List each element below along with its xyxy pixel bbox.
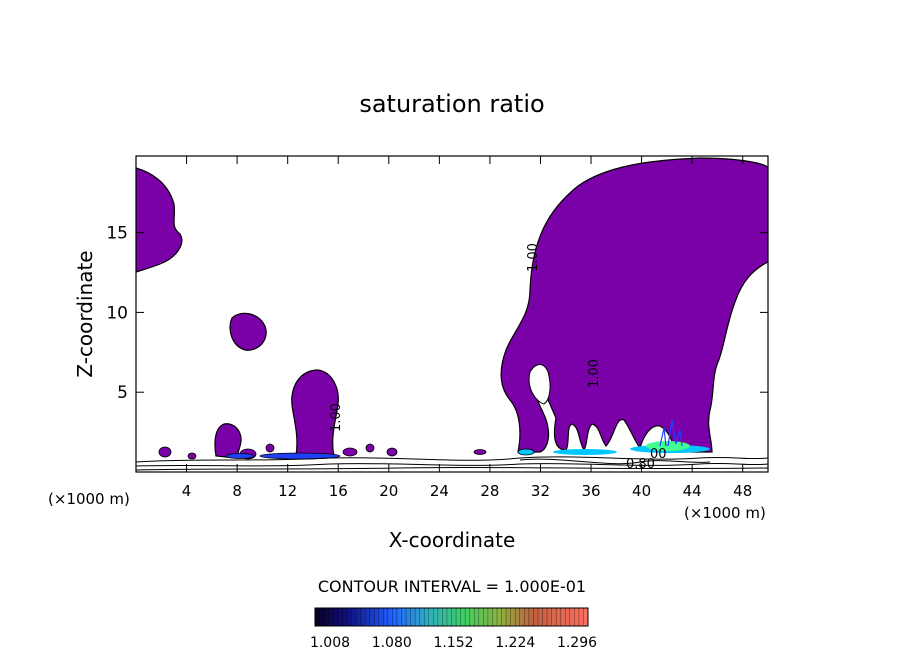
- colorbar-stripes: [319, 608, 584, 626]
- x-tick-label: 24: [430, 482, 449, 500]
- plot-area: 1.00 1.00 1.00 0.80 00: [136, 157, 768, 472]
- chart-title: saturation ratio: [359, 90, 544, 118]
- contour-label-3: 1.00: [329, 403, 344, 432]
- y-axis-label: Z-coordinate: [73, 250, 97, 377]
- x-tick-label: 48: [733, 482, 752, 500]
- contour-interval: CONTOUR INTERVAL = 1.000E-01: [318, 577, 586, 596]
- x-tick-label: 4: [182, 482, 192, 500]
- region-small-column-7km: [214, 423, 242, 459]
- colorbar-tick-label: 1.080: [372, 635, 412, 651]
- x-tick-label: 20: [379, 482, 398, 500]
- y-tick-label: 15: [106, 224, 128, 244]
- colorbar-tick-label: 1.152: [433, 635, 473, 651]
- x-tick-label: 44: [683, 482, 702, 500]
- contour-label-1: 1.00: [526, 243, 541, 272]
- x-axis-label: X-coordinate: [389, 528, 516, 552]
- cyan-band-right: [553, 449, 617, 455]
- x-unit-left: (×1000 m): [48, 490, 130, 508]
- y-tick-label: 5: [117, 383, 128, 403]
- x-tick-label: 28: [480, 482, 499, 500]
- region-blob-8km: [229, 312, 267, 351]
- colorbar-tick-label: 1.296: [557, 635, 597, 651]
- colorbar-ticks: 1.008 1.080 1.152 1.224 1.296: [310, 635, 597, 651]
- plume-hole: [528, 364, 551, 405]
- region-column-14km: [291, 369, 339, 457]
- x-tick-label: 36: [581, 482, 600, 500]
- contour-label-2: 1.00: [587, 359, 602, 388]
- plot-frame: [135, 155, 769, 473]
- hotspot-spikes: [659, 419, 683, 447]
- y-tick-label: 10: [106, 303, 128, 323]
- x-tick-label: 8: [232, 482, 242, 500]
- colorbar-tick-label: 1.224: [495, 635, 535, 651]
- y-axis-ticks: 5 10 15: [106, 224, 768, 403]
- contour-label-4: 0.80: [626, 457, 655, 472]
- x-tick-label: 12: [278, 482, 297, 500]
- colorbar-tick-label: 1.008: [310, 635, 350, 651]
- x-unit-right: (×1000 m): [684, 504, 766, 522]
- low-level-features: [158, 443, 535, 460]
- region-large-plume: [500, 157, 768, 453]
- x-tick-label: 40: [632, 482, 651, 500]
- x-axis-ticks: 4 8 12 16 20 24 28 32 36 40 44 48: [182, 156, 752, 500]
- x-tick-label: 32: [531, 482, 550, 500]
- region-top-left: [136, 167, 183, 273]
- x-tick-label: 16: [329, 482, 348, 500]
- surface-contours: [136, 456, 768, 471]
- contour-label-5: 00: [650, 447, 667, 462]
